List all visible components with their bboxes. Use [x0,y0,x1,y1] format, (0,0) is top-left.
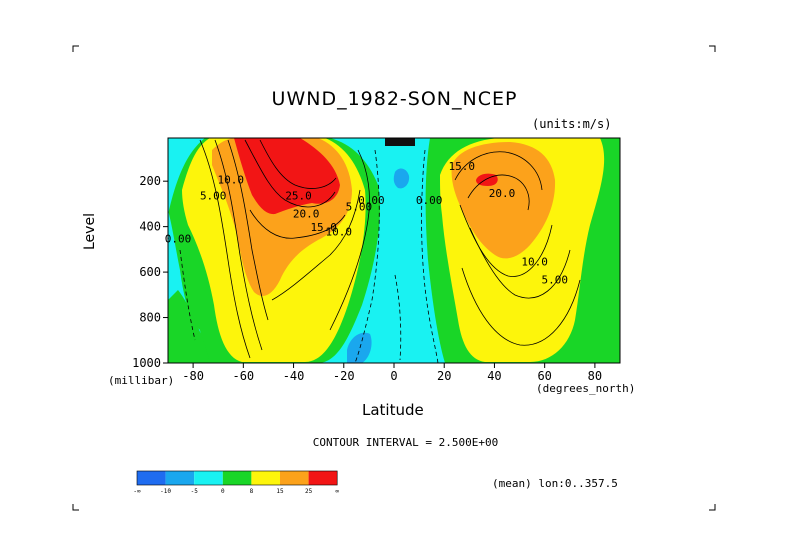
x-tick-label: 40 [487,369,501,383]
colorbar-frame [136,470,338,486]
neg-patch-1 [393,168,410,189]
neg-patch-2 [347,332,372,363]
x-tick-label: -40 [283,369,305,383]
mean-longitude-note: (mean) lon:0..357.5 [492,477,618,490]
x-axis-label: Latitude [362,401,424,419]
y-tick-label: 600 [139,265,161,279]
x-tick-label: 20 [437,369,451,383]
contour-value-label: 20.0 [293,208,320,221]
colorbar-swatch [194,471,223,485]
contour-lines [199,139,581,359]
colorbar-swatch [222,471,252,485]
corner-marks [72,45,716,511]
y-axis-unit: (millibar) [108,374,175,387]
contour-value-label: 0.00 [165,233,192,246]
sh-band-25 [234,138,340,215]
negative-contours [179,149,439,363]
stratosphere-strip [385,138,415,146]
contour-interval-note: CONTOUR INTERVAL = 2.500E+00 [312,436,499,449]
x-axis: -80 -60 -40 -20 0 20 40 60 80 [182,363,602,383]
colorbar-label: 8 [250,488,254,495]
colorbar-label: -5 [191,488,199,495]
x-tick-label: 60 [537,369,551,383]
colorbar-swatch [280,471,309,485]
x-tick-label: 80 [588,369,602,383]
y-tick-label: 800 [139,311,161,325]
x-tick-label: -60 [232,369,254,383]
colorbar-label: 25 [305,488,313,495]
y-axis-label: Level [82,213,98,250]
colorbar-swatch [137,471,166,485]
colorbar-label: 15 [276,488,284,495]
filled-contours [168,138,620,363]
colorbar-swatch [251,471,280,485]
contour-value-label: 10.0 [218,173,245,186]
colorbar-swatch [308,471,338,485]
contour-value-label: 15.0 [310,221,337,234]
contour-value-label: 5.00 [200,189,227,202]
x-tick-label: -80 [182,369,204,383]
y-tick-label: 400 [139,220,161,234]
contour-value-label: 0.00 [416,194,443,207]
y-axis: 200 400 600 800 1000 [132,174,168,370]
contour-value-label: 10.0 [326,226,353,239]
units-note: (units:m/s) [532,117,612,131]
contour-value-label: 25.0 [285,189,312,202]
contour-value-label: 15.0 [449,160,476,173]
colorbar-label: -∞ [133,488,141,495]
x-tick-label: 0 [390,369,397,383]
contour-value-label: 0.00 [358,194,385,207]
contour-value-label: 5.00 [541,273,568,286]
y-tick-label: 1000 [132,356,161,370]
colorbar-label: ∞ [335,488,339,495]
chart-title: UWND_1982-SON_NCEP [271,88,518,110]
colorbar-label: -10 [160,488,171,495]
contour-value-label: 10.0 [521,255,548,268]
x-tick-label: -20 [333,369,355,383]
nh-band-15 [451,142,556,259]
colorbar: -∞ -10 -5 0 8 15 25 ∞ [133,470,339,495]
colorbar-swatch [165,471,195,485]
x-axis-unit: (degrees_north) [536,382,636,395]
y-tick-label: 200 [139,174,161,188]
colorbar-label: 0 [221,488,225,495]
sh-surface-patch [168,290,210,363]
contour-value-label: 20.0 [489,187,516,200]
contour-value-label: 5.00 [346,201,373,214]
